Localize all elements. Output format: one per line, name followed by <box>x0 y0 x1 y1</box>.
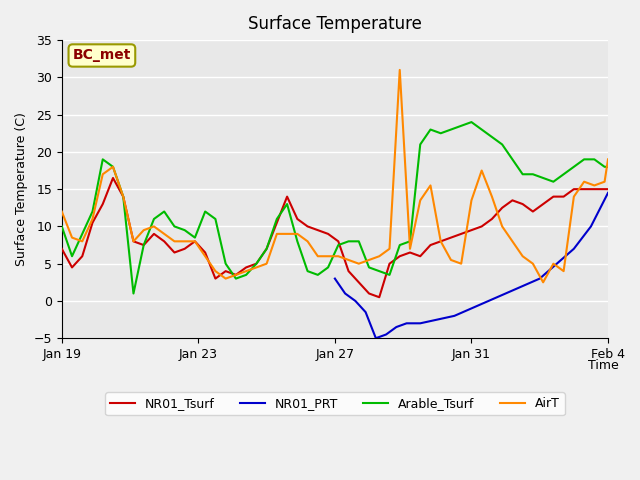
X-axis label: Time: Time <box>588 359 619 372</box>
Title: Surface Temperature: Surface Temperature <box>248 15 422 33</box>
Text: BC_met: BC_met <box>73 48 131 62</box>
Y-axis label: Surface Temperature (C): Surface Temperature (C) <box>15 112 28 266</box>
Legend: NR01_Tsurf, NR01_PRT, Arable_Tsurf, AirT: NR01_Tsurf, NR01_PRT, Arable_Tsurf, AirT <box>105 392 564 415</box>
